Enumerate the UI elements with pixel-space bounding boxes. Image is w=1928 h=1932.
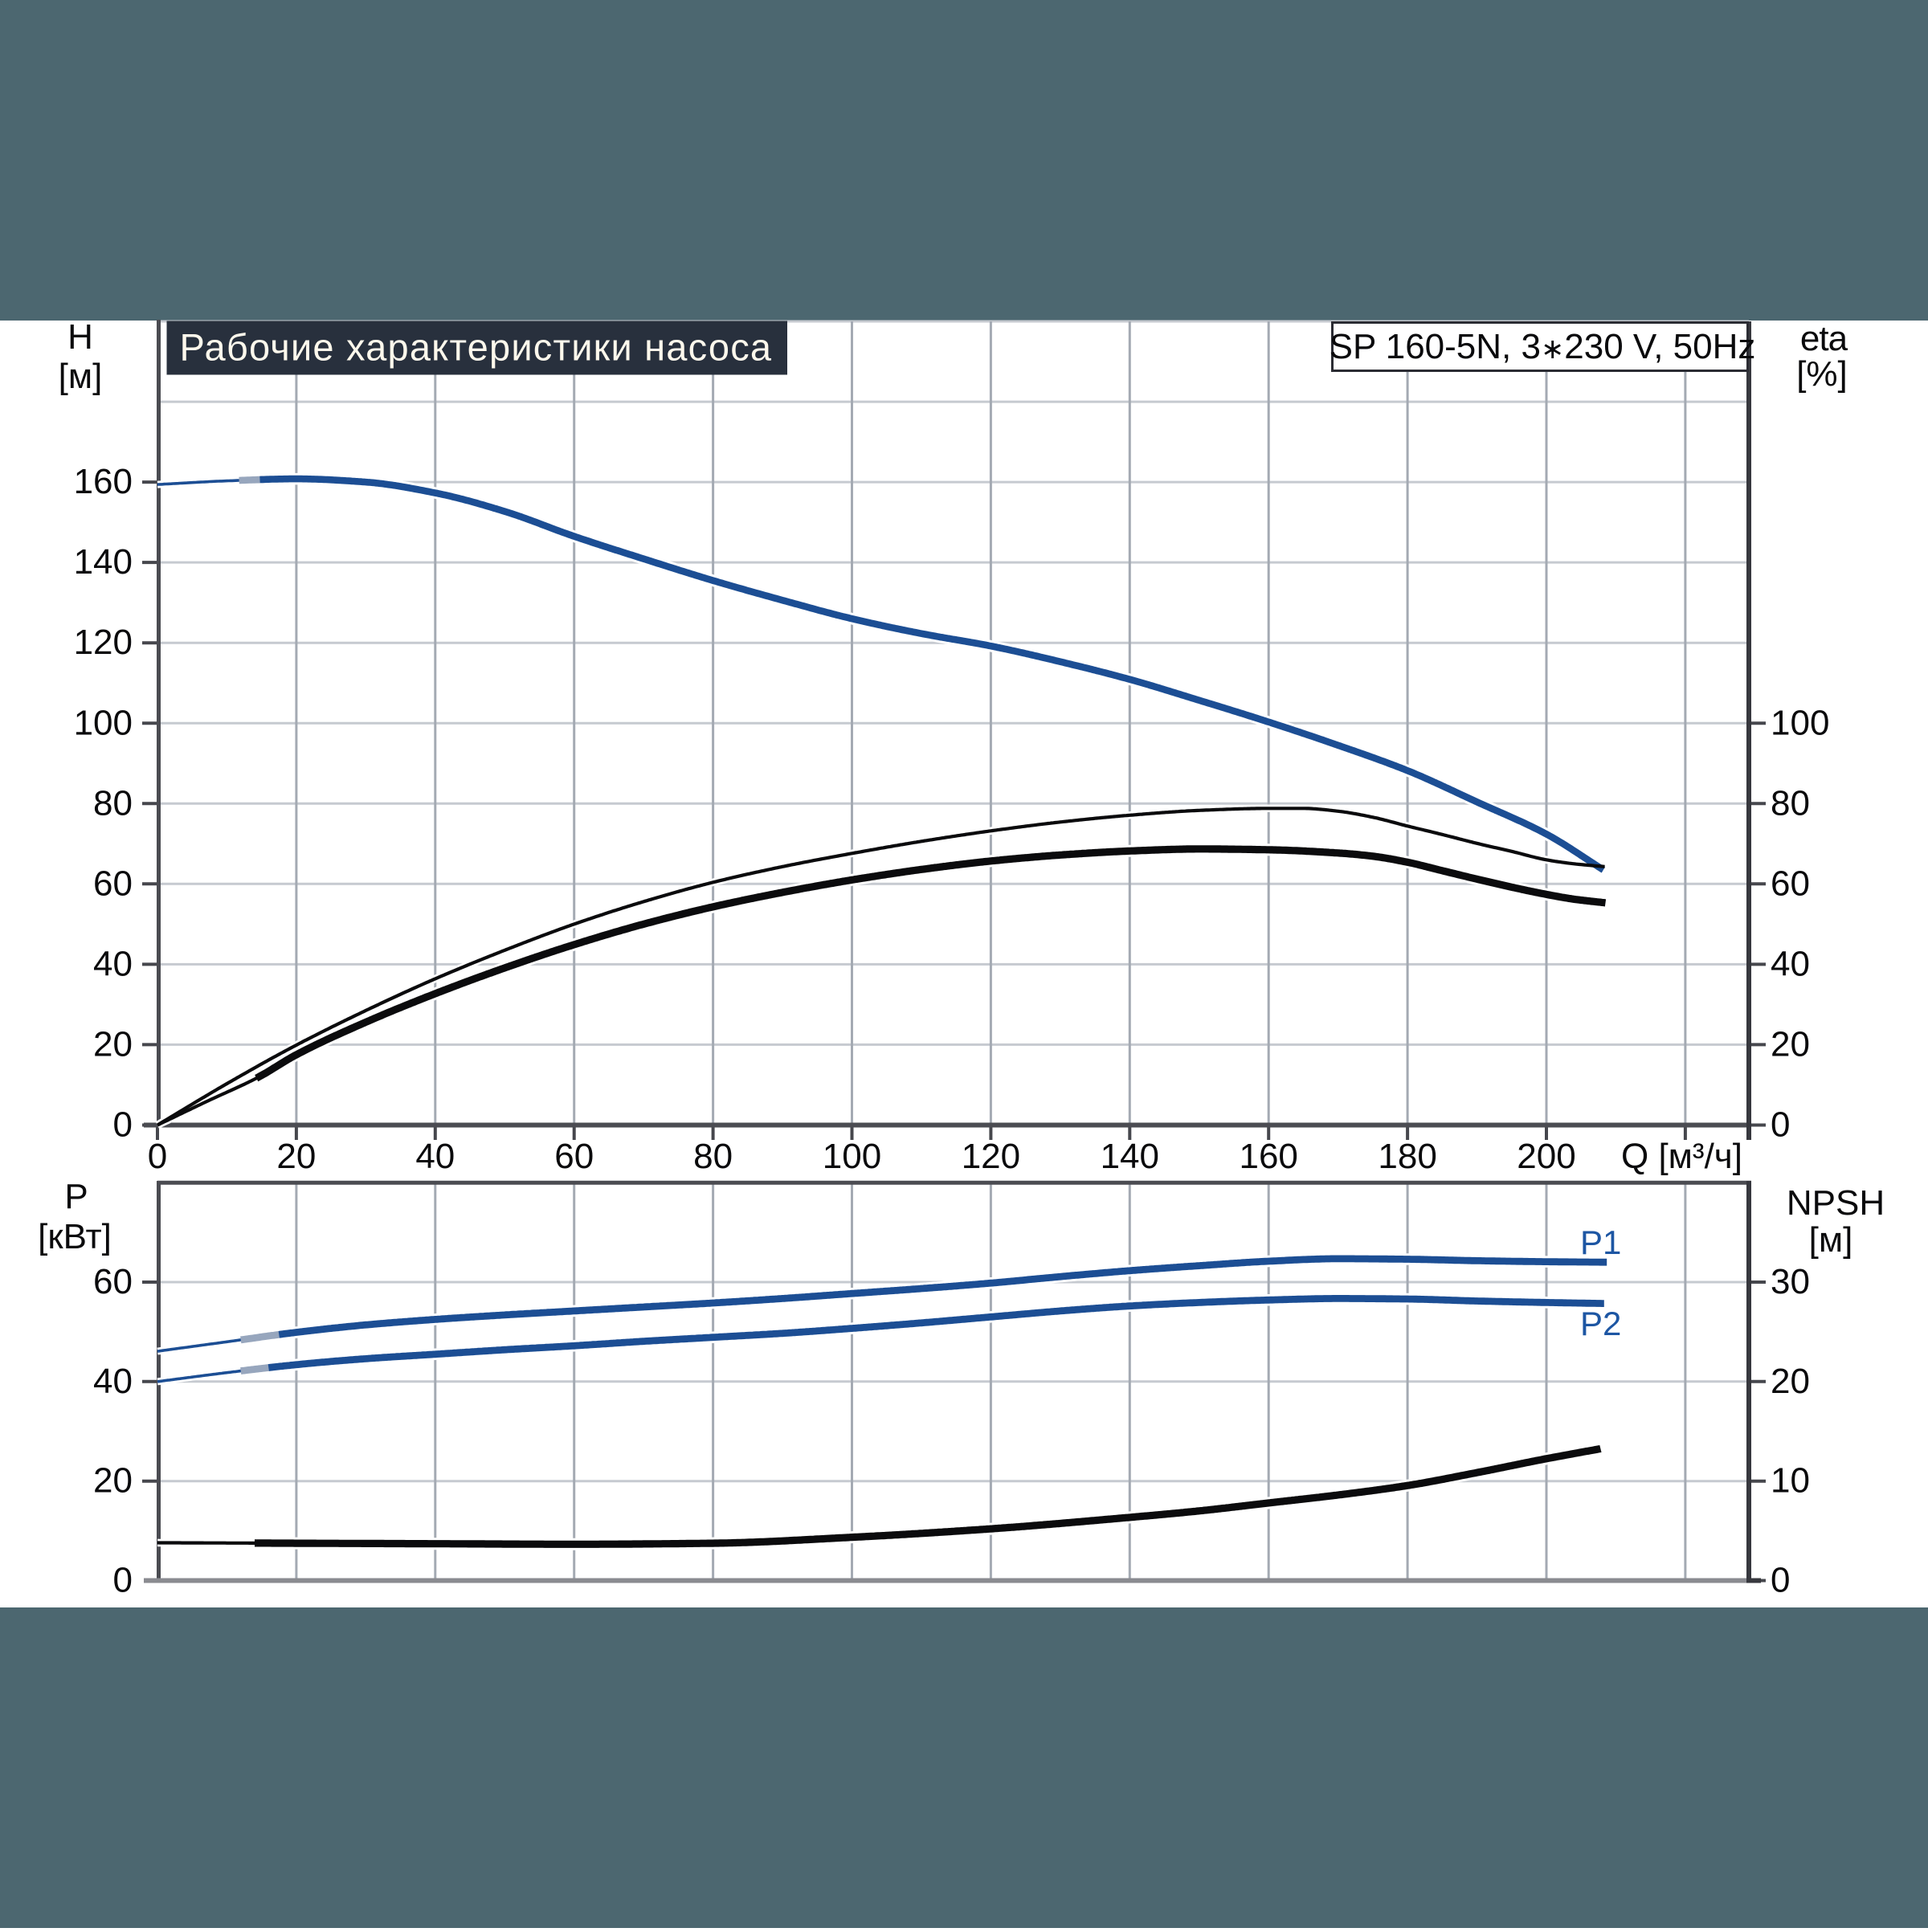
svg-text:100: 100	[1771, 703, 1829, 742]
svg-text:60: 60	[554, 1137, 594, 1176]
svg-text:NPSH: NPSH	[1787, 1183, 1885, 1223]
svg-text:[м]: [м]	[59, 357, 103, 396]
svg-text:40: 40	[1771, 944, 1810, 983]
svg-text:20: 20	[93, 1461, 133, 1501]
svg-text:120: 120	[962, 1137, 1020, 1176]
svg-text:160: 160	[1239, 1137, 1297, 1176]
svg-text:[%]: [%]	[1796, 354, 1848, 394]
svg-text:0: 0	[1771, 1105, 1790, 1145]
svg-text:20: 20	[1771, 1024, 1810, 1064]
svg-text:P2: P2	[1580, 1305, 1621, 1342]
svg-text:120: 120	[74, 623, 133, 662]
svg-text:180: 180	[1378, 1137, 1436, 1176]
svg-text:[м]: [м]	[1809, 1220, 1853, 1260]
svg-text:P1: P1	[1580, 1223, 1621, 1261]
svg-text:80: 80	[93, 783, 133, 823]
svg-text:40: 40	[415, 1137, 455, 1176]
svg-text:30: 30	[1771, 1262, 1810, 1301]
svg-text:P: P	[64, 1177, 88, 1216]
svg-text:20: 20	[93, 1024, 133, 1064]
svg-text:60: 60	[1771, 864, 1810, 903]
svg-text:40: 40	[93, 1362, 133, 1401]
svg-text:60: 60	[93, 1262, 133, 1301]
svg-text:100: 100	[74, 703, 133, 742]
svg-text:10: 10	[1771, 1461, 1810, 1501]
svg-text:H: H	[67, 317, 93, 357]
svg-text:Рабочие характеристики насоса: Рабочие характеристики насоса	[180, 326, 773, 369]
svg-text:20: 20	[276, 1137, 316, 1176]
svg-text:eta: eta	[1800, 319, 1848, 358]
svg-text:0: 0	[113, 1561, 133, 1600]
svg-text:160: 160	[74, 462, 133, 501]
svg-text:60: 60	[93, 864, 133, 903]
svg-text:200: 200	[1517, 1137, 1575, 1176]
svg-text:40: 40	[93, 944, 133, 983]
svg-text:[кВт]: [кВт]	[38, 1217, 112, 1256]
svg-text:140: 140	[74, 542, 133, 582]
svg-text:80: 80	[693, 1137, 733, 1176]
svg-text:140: 140	[1101, 1137, 1159, 1176]
svg-text:SP 160-5N, 3∗230 V, 50Hz: SP 160-5N, 3∗230 V, 50Hz	[1330, 327, 1756, 366]
svg-text:0: 0	[148, 1137, 167, 1176]
svg-text:0: 0	[113, 1105, 133, 1145]
svg-text:0: 0	[1771, 1561, 1790, 1600]
svg-text:Q [м³/ч]: Q [м³/ч]	[1621, 1137, 1742, 1176]
svg-text:100: 100	[823, 1137, 881, 1176]
svg-text:20: 20	[1771, 1362, 1810, 1401]
svg-text:80: 80	[1771, 783, 1810, 823]
